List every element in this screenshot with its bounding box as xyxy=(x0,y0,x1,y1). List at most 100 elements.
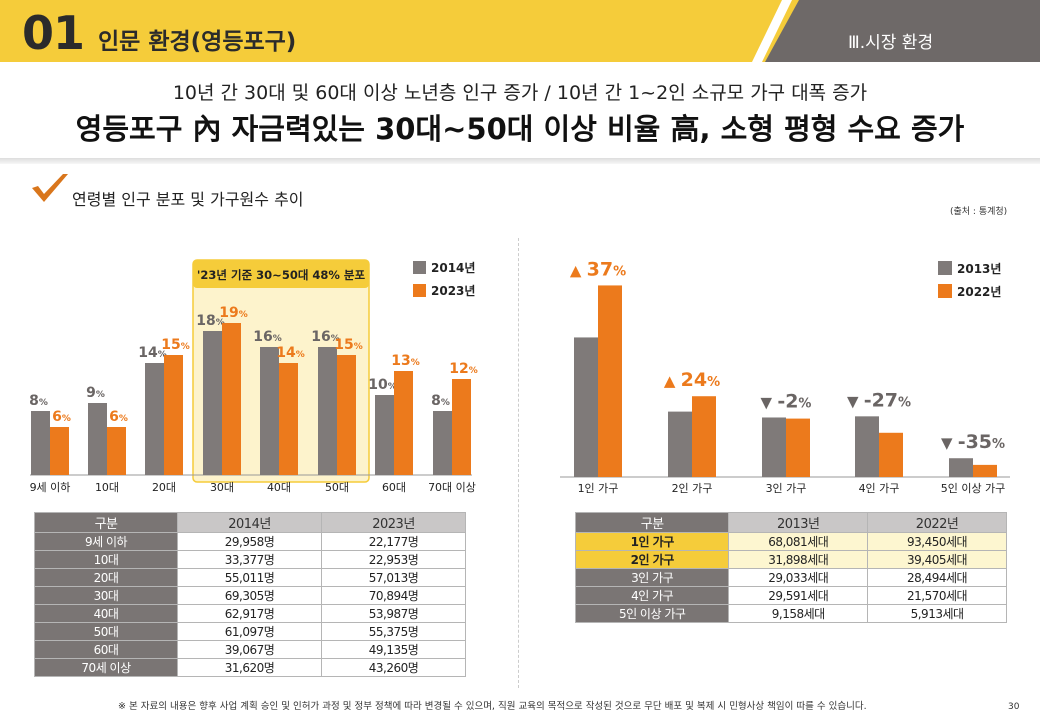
checkmark-icon xyxy=(32,174,68,202)
data-label: 16% xyxy=(311,329,340,345)
bar-2023년 xyxy=(50,427,69,475)
data-label: 6% xyxy=(109,409,128,425)
table-cell: 40대 xyxy=(33,604,179,623)
tick-label: 70대 이상 xyxy=(428,481,476,494)
bar-2014년 xyxy=(203,331,222,475)
table-cell: 55,011명 xyxy=(177,568,323,587)
table-row: 60대 39,067명 49,135명 xyxy=(33,640,466,659)
table-cell: 70세 이상 xyxy=(33,658,179,677)
table-cell: 20대 xyxy=(33,568,179,587)
tick-label: 40대 xyxy=(267,481,291,494)
change-label: ▲ 37% xyxy=(570,258,626,280)
data-label: 12% xyxy=(449,361,478,377)
bar-2014년 xyxy=(31,411,50,475)
data-label: 15% xyxy=(161,337,190,353)
data-label: 14% xyxy=(138,345,167,361)
tick-label: 10대 xyxy=(95,481,119,494)
bar-2023년 xyxy=(279,363,298,475)
table-header: 구분 xyxy=(574,512,730,533)
table-cell: 68,081세대 xyxy=(728,532,869,551)
bar-2014년 xyxy=(145,363,164,475)
tick-label: 60대 xyxy=(382,481,406,494)
change-label: ▼ -35% xyxy=(941,431,1005,453)
bar-2013년 xyxy=(668,411,692,477)
table-cell: 49,135명 xyxy=(321,640,466,659)
data-label: 8% xyxy=(431,393,450,409)
bar-2023년 xyxy=(452,379,471,475)
tick-label: 4인 가구 xyxy=(859,482,900,495)
table-cell: 9,158세대 xyxy=(728,604,869,623)
table-cell: 55,375명 xyxy=(321,622,466,641)
table-cell: 29,958명 xyxy=(177,532,323,551)
chart-separator xyxy=(518,238,519,688)
table-header: 2023년 xyxy=(321,512,466,533)
data-label: 10% xyxy=(368,377,397,393)
table-cell: 31,620명 xyxy=(177,658,323,677)
bar-2014년 xyxy=(375,395,394,475)
bar-2022년 xyxy=(598,285,622,477)
tick-label: 50대 xyxy=(325,481,349,494)
table-row: 30대 69,305명 70,894명 xyxy=(33,586,466,605)
table-cell: 5,913세대 xyxy=(867,604,1007,623)
legend-swatch xyxy=(938,284,952,298)
tick-label: 1인 가구 xyxy=(578,482,619,495)
tick-label: 5인 이상 가구 xyxy=(941,482,1006,495)
table-cell: 29,591세대 xyxy=(728,586,869,605)
bar-2014년 xyxy=(318,347,337,475)
table-header: 2014년 xyxy=(177,512,323,533)
table-cell: 1인 가구 xyxy=(574,532,730,551)
table-cell: 2인 가구 xyxy=(574,550,730,569)
legend-swatch xyxy=(938,261,952,275)
table-cell: 30대 xyxy=(33,586,179,605)
population-table: 구분 2014년 2023년 9세 이하 29,958명 22,177명 10대 33,37… xyxy=(33,512,466,677)
table-cell: 22,953명 xyxy=(321,550,466,569)
subtitle: 10년 간 30대 및 60대 이상 노년층 인구 증가 / 10년 간 1~2… xyxy=(172,82,868,104)
source-note: (출처 : 통계청) xyxy=(950,207,1008,217)
table-row: 2인 가구 31,898세대 39,405세대 xyxy=(574,550,1007,569)
header-section-box xyxy=(765,0,1040,62)
section-title: 연령별 인구 분포 및 가구원수 추이 xyxy=(72,190,304,209)
bar-2023년 xyxy=(394,371,413,475)
page-number: 30 xyxy=(1008,702,1020,712)
bar-2023년 xyxy=(107,427,126,475)
legend-label: 2022년 xyxy=(957,285,1001,299)
table-cell: 43,260명 xyxy=(321,658,466,677)
table-cell: 39,067명 xyxy=(177,640,323,659)
data-label: 16% xyxy=(253,329,282,345)
bar-2023년 xyxy=(164,355,183,475)
table-cell: 10대 xyxy=(33,550,179,569)
change-label: ▼ -27% xyxy=(847,389,911,411)
table-header: 2022년 xyxy=(867,512,1007,533)
table-row: 10대 33,377명 22,953명 xyxy=(33,550,466,569)
bar-2022년 xyxy=(692,396,716,477)
headline: 영등포구 內 자금력있는 30대~50대 이상 비율 高, 소형 평형 수요 증… xyxy=(75,112,965,146)
table-cell: 29,033세대 xyxy=(728,568,869,587)
section-label: Ⅲ.시장 환경 xyxy=(848,33,934,53)
table-row: 9세 이하 29,958명 22,177명 xyxy=(33,532,466,551)
table-cell: 57,013명 xyxy=(321,568,466,587)
bar-2014년 xyxy=(260,347,279,475)
bar-2022년 xyxy=(786,418,810,477)
tick-label: 30대 xyxy=(210,481,234,494)
table-cell: 31,898세대 xyxy=(728,550,869,569)
table-row: 5인 이상 가구 9,158세대 5,913세대 xyxy=(574,604,1007,623)
tick-label: 9세 이하 xyxy=(30,480,71,494)
table-row: 40대 62,917명 53,987명 xyxy=(33,604,466,623)
table-cell: 61,097명 xyxy=(177,622,323,641)
data-label: 9% xyxy=(86,385,105,401)
bar-2013년 xyxy=(949,458,973,477)
legend-swatch xyxy=(413,284,426,297)
table-cell: 39,405세대 xyxy=(867,550,1007,569)
table-cell: 69,305명 xyxy=(177,586,323,605)
tick-label: 3인 가구 xyxy=(766,482,807,495)
tick-label: 20대 xyxy=(152,481,176,494)
table-row: 1인 가구 68,081세대 93,450세대 xyxy=(574,532,1007,551)
table-cell: 93,450세대 xyxy=(867,532,1007,551)
table-cell: 60대 xyxy=(33,640,179,659)
bar-2022년 xyxy=(879,432,903,477)
table-cell: 3인 가구 xyxy=(574,568,730,587)
table-row: 4인 가구 29,591세대 21,570세대 xyxy=(574,586,1007,605)
bar-2023년 xyxy=(222,323,241,475)
